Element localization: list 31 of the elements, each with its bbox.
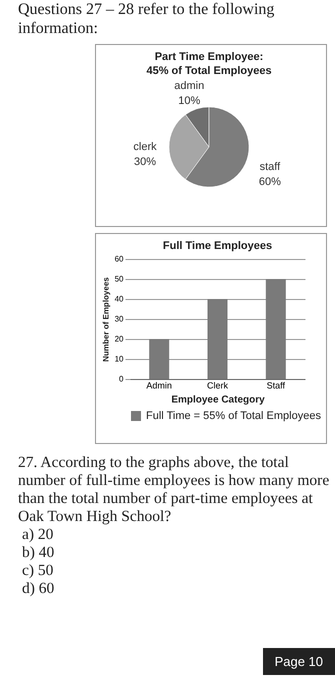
x-axis-title: Employee Category <box>171 394 266 406</box>
x-tick-label: Clerk <box>206 380 228 390</box>
text: 27. According to the graphs above, the total number of full-time employees is how many more than the total number of part-time employees at Oak Town High School? <box>18 454 330 526</box>
x-tick-label: Staff <box>266 380 286 390</box>
y-tick-label: 20 <box>114 334 124 344</box>
y-tick-label: 40 <box>114 294 124 304</box>
text: Page 10 <box>262 648 335 675</box>
legend-label: Full Time = 55% of Total Employees <box>146 410 322 422</box>
text: c) 50 <box>22 562 54 580</box>
y-tick-label: 10 <box>114 354 124 364</box>
bar <box>149 339 170 379</box>
slice-label: admin <box>174 80 204 92</box>
text: d) 60 <box>22 580 56 598</box>
data-label: 60% <box>258 176 282 188</box>
chart-title: Part Time Employee: 45% of Total Employees <box>146 51 272 78</box>
chart-title: Full Time Employees <box>162 240 272 252</box>
slice-label: staff <box>260 160 282 173</box>
data-label: 30% <box>134 156 156 168</box>
slice-label: clerk <box>133 141 158 153</box>
y-tick-label: 30 <box>114 314 124 324</box>
y-tick-label: 50 <box>114 274 124 284</box>
x-tick-label: Admin <box>146 380 172 390</box>
text: Questions 27 – 28 refer to the following information: <box>18 0 276 38</box>
text: a) 20 <box>22 526 54 544</box>
bar <box>208 299 228 379</box>
text: b) 40 <box>22 544 56 562</box>
y-axis-title: Number of Employees <box>102 276 111 362</box>
y-tick-label: 0 <box>119 374 124 384</box>
y-tick-label: 60 <box>114 254 124 264</box>
bar <box>266 279 286 379</box>
data-label: 10% <box>178 95 200 108</box>
